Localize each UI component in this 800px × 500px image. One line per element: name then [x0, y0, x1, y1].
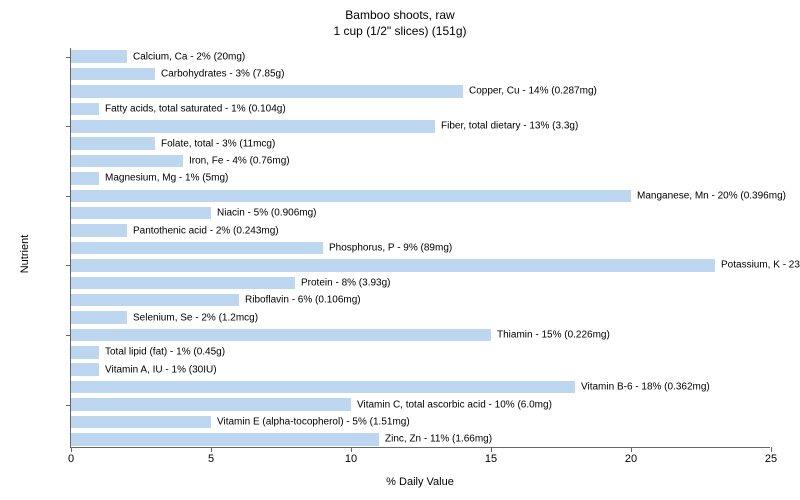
nutrient-bar — [71, 68, 155, 81]
x-axis-label: % Daily Value — [386, 476, 454, 488]
y-tick-mark — [66, 126, 71, 127]
nutrient-bar — [71, 137, 155, 150]
title-line1: Bamboo shoots, raw — [0, 8, 800, 24]
nutrient-label: Calcium, Ca - 2% (20mg) — [133, 51, 245, 62]
nutrient-label: Vitamin C, total ascorbic acid - 10% (6.… — [357, 399, 552, 410]
x-tick-mark — [491, 447, 492, 452]
y-tick-mark — [66, 405, 71, 406]
nutrient-label: Folate, total - 3% (11mcg) — [161, 138, 275, 149]
nutrient-bar — [71, 120, 435, 133]
nutrient-bar — [71, 329, 491, 342]
nutrient-label: Selenium, Se - 2% (1.2mcg) — [133, 312, 258, 323]
y-tick-mark — [66, 335, 71, 336]
y-tick-mark — [66, 57, 71, 58]
nutrient-label: Vitamin B-6 - 18% (0.362mg) — [581, 382, 710, 393]
nutrient-label: Magnesium, Mg - 1% (5mg) — [105, 173, 228, 184]
nutrient-bar — [71, 416, 211, 429]
y-tick-mark — [66, 265, 71, 266]
nutrient-label: Vitamin A, IU - 1% (30IU) — [105, 364, 217, 375]
nutrient-label: Fiber, total dietary - 13% (3.3g) — [441, 121, 578, 132]
nutrient-label: Potassium, K - 23% (805mg) — [721, 260, 800, 271]
nutrient-label: Manganese, Mn - 20% (0.396mg) — [637, 190, 786, 201]
nutrient-bar — [71, 190, 631, 203]
x-tick-label: 5 — [208, 453, 214, 465]
nutrient-bar — [71, 346, 99, 359]
nutrient-label: Thiamin - 15% (0.226mg) — [497, 329, 610, 340]
nutrient-label: Protein - 8% (3.93g) — [301, 277, 391, 288]
nutrient-bar — [71, 224, 127, 237]
title-line2: 1 cup (1/2" slices) (151g) — [0, 24, 800, 40]
nutrient-label: Iron, Fe - 4% (0.76mg) — [189, 156, 290, 167]
nutrient-bar — [71, 433, 379, 446]
nutrient-label: Carbohydrates - 3% (7.85g) — [161, 69, 284, 80]
y-tick-mark — [66, 196, 71, 197]
nutrient-label: Total lipid (fat) - 1% (0.45g) — [105, 347, 225, 358]
nutrient-label: Pantothenic acid - 2% (0.243mg) — [133, 225, 279, 236]
nutrient-bar — [71, 207, 211, 220]
x-tick-mark — [211, 447, 212, 452]
chart-title: Bamboo shoots, raw 1 cup (1/2" slices) (… — [0, 0, 800, 39]
nutrient-bar — [71, 155, 183, 168]
plot-area: 0510152025Calcium, Ca - 2% (20mg)Carbohy… — [70, 48, 770, 448]
y-axis-label: Nutrient — [19, 235, 31, 274]
nutrient-bar — [71, 381, 575, 394]
x-tick-label: 20 — [625, 453, 637, 465]
x-tick-label: 10 — [345, 453, 357, 465]
nutrient-label: Zinc, Zn - 11% (1.66mg) — [385, 434, 492, 445]
nutrient-bar — [71, 172, 99, 185]
nutrient-label: Copper, Cu - 14% (0.287mg) — [469, 86, 597, 97]
nutrient-label: Niacin - 5% (0.906mg) — [217, 208, 316, 219]
nutrient-bar — [71, 259, 715, 272]
nutrient-bar — [71, 277, 295, 290]
nutrient-bar — [71, 50, 127, 63]
x-tick-mark — [351, 447, 352, 452]
x-tick-label: 25 — [765, 453, 777, 465]
x-tick-mark — [771, 447, 772, 452]
nutrient-label: Vitamin E (alpha-tocopherol) - 5% (1.51m… — [217, 416, 410, 427]
nutrient-label: Riboflavin - 6% (0.106mg) — [245, 295, 361, 306]
nutrient-bar — [71, 103, 99, 116]
x-tick-mark — [631, 447, 632, 452]
nutrient-label: Phosphorus, P - 9% (89mg) — [329, 243, 452, 254]
x-tick-label: 15 — [485, 453, 497, 465]
nutrient-label: Fatty acids, total saturated - 1% (0.104… — [105, 103, 286, 114]
nutrient-bar — [71, 363, 99, 376]
chart-container: Bamboo shoots, raw 1 cup (1/2" slices) (… — [0, 0, 800, 500]
nutrient-bar — [71, 294, 239, 307]
x-tick-label: 0 — [68, 453, 74, 465]
nutrient-bar — [71, 311, 127, 324]
nutrient-bar — [71, 398, 351, 411]
nutrient-bar — [71, 242, 323, 255]
nutrient-bar — [71, 85, 463, 98]
x-tick-mark — [71, 447, 72, 452]
